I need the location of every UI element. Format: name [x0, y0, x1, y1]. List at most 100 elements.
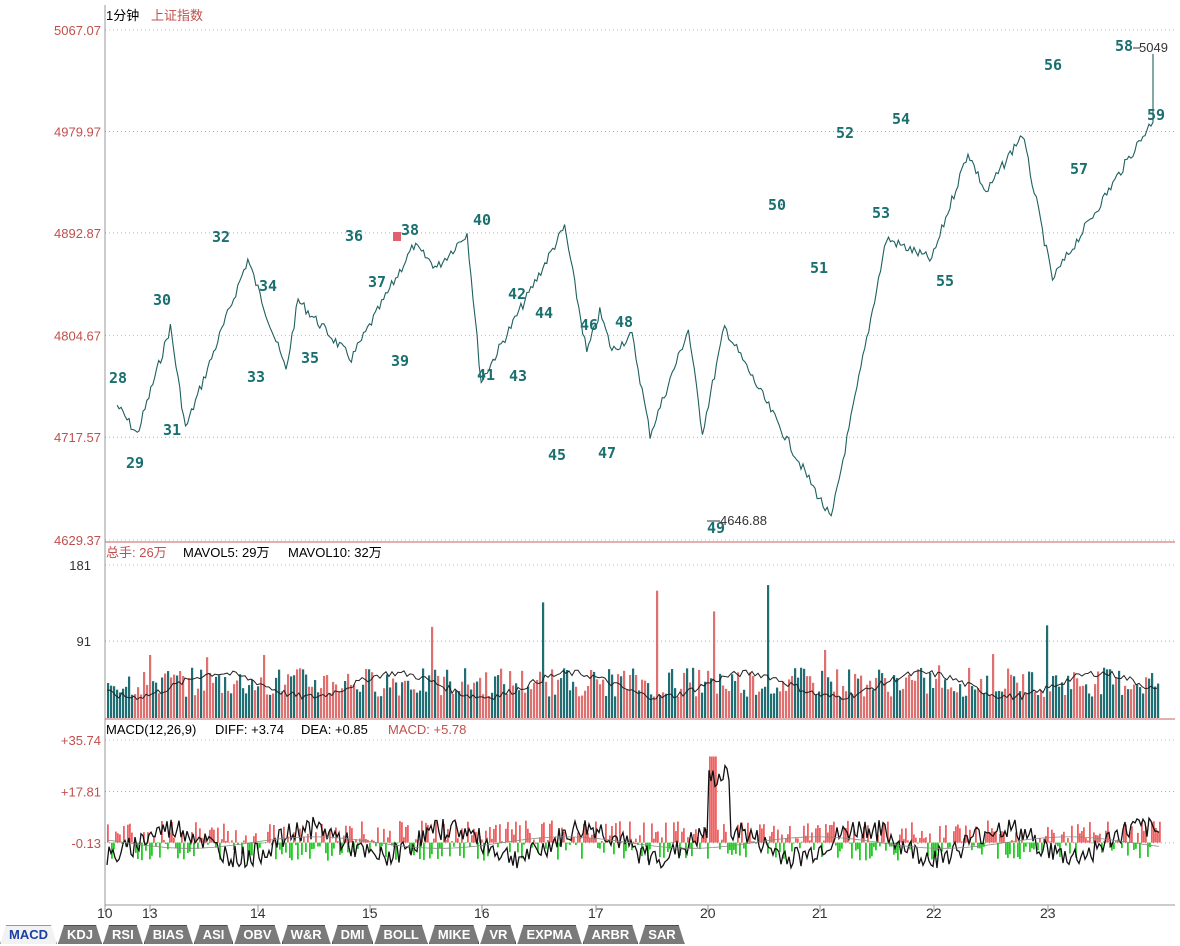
volume-bar	[1037, 695, 1040, 718]
volume-bar	[1133, 684, 1136, 718]
volume-bar	[944, 679, 947, 718]
macd-bar	[715, 756, 717, 843]
macd-bar	[149, 842, 151, 860]
volume-bar	[662, 692, 665, 718]
macd-bar	[207, 842, 209, 845]
macd-bar	[1003, 831, 1005, 843]
volume-bar	[1043, 696, 1046, 718]
volume-bar	[389, 687, 392, 718]
macd-bar	[957, 824, 959, 843]
macd-bar	[1123, 824, 1125, 843]
tab-vr[interactable]: VR	[480, 925, 516, 944]
tab-arbr[interactable]: ARBR	[583, 925, 639, 944]
volume-bar	[746, 696, 749, 718]
macd-bar	[1071, 825, 1073, 843]
macd-bar	[955, 826, 957, 843]
macd-bar	[363, 834, 365, 843]
volume-bar	[506, 693, 509, 718]
tab-rsi[interactable]: RSI	[103, 925, 143, 944]
dea-line	[106, 836, 1160, 849]
macd-bar	[799, 842, 801, 849]
macd-bar	[295, 842, 297, 846]
macd-bar	[523, 842, 525, 845]
volume-bar	[749, 672, 752, 718]
macd-bar	[1037, 842, 1039, 851]
volume-bar	[221, 692, 224, 718]
macd-bar	[527, 828, 529, 843]
macd-bar	[739, 842, 741, 856]
macd-bar	[505, 828, 507, 843]
period-label: 1分钟	[106, 8, 139, 23]
volume-bar	[377, 696, 380, 718]
macd-bar	[735, 842, 737, 854]
volume-bar	[656, 590, 659, 718]
volume-bar	[137, 687, 140, 718]
macd-bar	[213, 829, 215, 843]
volume-bar	[698, 669, 701, 718]
volume-bar	[344, 681, 347, 718]
macd-bar	[751, 841, 753, 843]
volume-bar	[467, 684, 470, 718]
macd-bar	[541, 823, 543, 843]
macd-bar	[779, 842, 781, 852]
volume-bar	[374, 691, 377, 718]
wave-label-28: 28	[109, 369, 127, 387]
macd-bar	[369, 842, 371, 852]
volume-bar	[269, 694, 272, 718]
macd-bar	[857, 842, 859, 850]
macd-bar	[681, 831, 683, 843]
macd-bar	[733, 842, 735, 850]
macd-bar	[297, 842, 299, 860]
macd-bar	[783, 842, 785, 859]
macd-bar	[551, 820, 553, 843]
wave-label-35: 35	[301, 349, 319, 367]
macd-bar	[875, 842, 877, 851]
macd-bar	[717, 829, 719, 843]
volume-bar	[887, 691, 890, 718]
volume-bar	[554, 694, 557, 718]
macd-bar	[689, 842, 691, 849]
macd-bar	[833, 821, 835, 843]
tab-sar[interactable]: SAR	[639, 925, 684, 944]
macd-bar	[1137, 832, 1139, 843]
tab-expma[interactable]: EXPMA	[517, 925, 581, 944]
macd-bar	[221, 839, 223, 843]
macd-bar	[493, 828, 495, 843]
volume-bar	[323, 675, 326, 718]
macd-bar	[1015, 832, 1017, 843]
tab-wr[interactable]: W&R	[282, 925, 331, 944]
volume-bar	[569, 690, 572, 718]
tab-kdj[interactable]: KDJ	[58, 925, 102, 944]
tab-dmi[interactable]: DMI	[332, 925, 374, 944]
volume-bar	[1025, 693, 1028, 718]
volume-bar	[803, 668, 806, 718]
tab-asi[interactable]: ASI	[194, 925, 234, 944]
macd-bar	[377, 827, 379, 843]
volume-bar	[440, 695, 443, 718]
macd-bar	[749, 832, 751, 843]
tab-bias[interactable]: BIAS	[144, 925, 193, 944]
macd-bar	[407, 825, 409, 843]
macd-bar	[571, 836, 573, 843]
macd-bar	[971, 842, 973, 851]
volume-bar	[1058, 686, 1061, 718]
volume-bar	[821, 670, 824, 718]
volume-bar	[713, 611, 716, 718]
tab-macd[interactable]: MACD	[0, 925, 57, 944]
tab-obv[interactable]: OBV	[234, 925, 280, 944]
volume-bar	[422, 668, 425, 718]
macd-bar	[215, 842, 217, 848]
tab-boll[interactable]: BOLL	[374, 925, 427, 944]
macd-bar	[793, 842, 795, 844]
macd-bar	[665, 822, 667, 843]
macd-bar	[1111, 842, 1113, 851]
macd-bar	[625, 842, 627, 852]
macd-bar	[837, 842, 839, 858]
tab-mike[interactable]: MIKE	[429, 925, 480, 944]
macd-bar	[145, 842, 147, 851]
volume-bar	[641, 679, 644, 718]
volume-bar	[299, 668, 302, 718]
wave-label-47: 47	[598, 444, 616, 462]
macd-bar	[303, 836, 305, 843]
volume-bar	[275, 677, 278, 718]
